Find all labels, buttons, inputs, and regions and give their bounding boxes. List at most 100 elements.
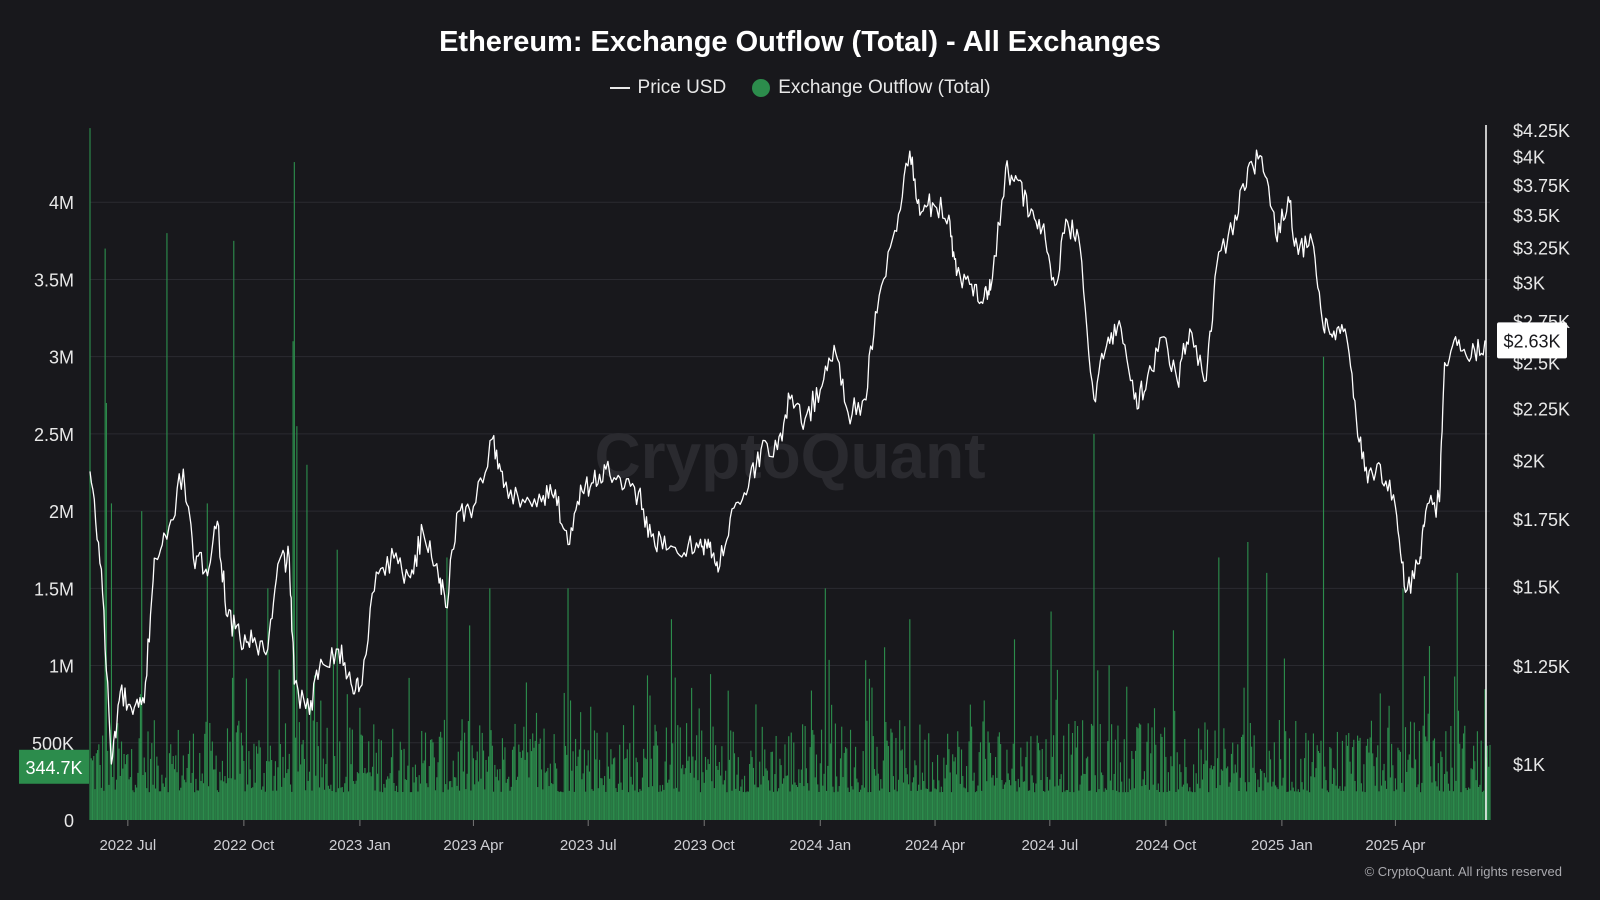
outflow-bar [925, 788, 927, 820]
outflow-bar [1037, 742, 1040, 820]
outflow-bar [120, 741, 123, 820]
outflow-bar [428, 766, 430, 820]
outflow-bar [899, 720, 901, 820]
outflow-bar [868, 678, 871, 820]
outflow-bar [590, 706, 592, 820]
left-axis-tick-label: 2.5M [34, 425, 74, 445]
outflow-bar [767, 780, 770, 820]
outflow-bar [126, 754, 128, 820]
outflow-bar [1213, 766, 1215, 820]
outflow-bar [292, 341, 294, 820]
outflow-bar [621, 789, 623, 820]
outflow-bar [737, 757, 739, 820]
outflow-bar [223, 781, 225, 820]
outflow-bar [779, 758, 781, 820]
outflow-bar [1350, 773, 1352, 820]
outflow-bar [447, 789, 449, 820]
outflow-bar [1297, 789, 1299, 820]
outflow-bar [293, 162, 295, 821]
outflow-bar [834, 723, 836, 820]
outflow-bar [773, 791, 775, 820]
outflow-bar [1085, 758, 1087, 820]
price-last-value-badge [1497, 322, 1567, 359]
outflow-bar [498, 780, 500, 820]
outflow-bar [187, 753, 189, 820]
outflow-bar [1278, 720, 1280, 820]
outflow-bar [670, 619, 673, 820]
outflow-bar [807, 783, 809, 820]
outflow-bar [395, 785, 398, 820]
outflow-bar [388, 778, 390, 820]
x-axis-tick-label: 2024 Jan [789, 837, 851, 854]
right-axis-tick-label: $2.5K [1513, 354, 1560, 374]
outflow-bar [657, 745, 659, 820]
outflow-bar [827, 765, 829, 820]
outflow-bar [1425, 736, 1427, 820]
outflow-bar [735, 788, 737, 820]
outflow-bar [1374, 785, 1376, 820]
legend-item-price[interactable]: Price USD [609, 77, 726, 99]
outflow-bar [1406, 771, 1408, 820]
outflow-bar [706, 769, 708, 820]
outflow-bar [358, 773, 360, 820]
outflow-bar [324, 789, 326, 820]
outflow-bar [1416, 787, 1418, 820]
outflow-bar [269, 745, 271, 820]
x-axis-tick-label: 2025 Apr [1365, 837, 1425, 854]
outflow-bar [683, 774, 685, 820]
outflow-bar [535, 712, 538, 820]
outflow-bar [841, 726, 843, 820]
outflow-bar [930, 791, 932, 820]
outflow-bar [1198, 728, 1200, 820]
outflow-bar [984, 758, 987, 820]
outflow-bar [839, 758, 842, 820]
outflow-bar [423, 760, 425, 820]
outflow-bar [373, 724, 375, 820]
outflow-bar [139, 694, 142, 820]
outflow-bar [1379, 693, 1381, 820]
outflow-bar [260, 789, 263, 820]
outflow-bar [1088, 790, 1090, 820]
outflow-bar [1311, 762, 1313, 820]
outflow-bar [129, 777, 131, 820]
outflow-bar [1145, 784, 1147, 820]
outflow-bar [1066, 790, 1069, 820]
outflow-bar [1129, 789, 1132, 820]
price-line-swatch-icon [609, 87, 630, 89]
outflow-bar [288, 753, 290, 820]
outflow-bar [620, 782, 622, 820]
outflow-bar [1217, 758, 1219, 820]
outflow-bar [1071, 732, 1074, 820]
outflow-bar [400, 749, 403, 820]
outflow-bar [1036, 735, 1038, 820]
outflow-bar [638, 792, 640, 820]
outflow-bar [474, 784, 476, 820]
outflow-bar [162, 783, 164, 820]
outflow-bar [167, 792, 169, 820]
outflow-bar [397, 792, 399, 820]
outflow-bar [856, 778, 858, 820]
outflow-bar [800, 769, 802, 820]
outflow-bar [354, 783, 356, 820]
outflow-bar [1399, 751, 1402, 820]
outflow-bar [493, 791, 495, 820]
outflow-bar [751, 757, 753, 820]
outflow-bar [389, 773, 391, 820]
outflow-bar [1465, 788, 1467, 820]
outflow-bar [1106, 789, 1108, 820]
outflow-bar [1478, 786, 1480, 820]
outflow-bar [1461, 748, 1463, 820]
outflow-bar [1232, 742, 1234, 820]
outflow-bar [1327, 792, 1330, 820]
outflow-bar [340, 787, 342, 820]
outflow-bar [1059, 779, 1061, 820]
outflow-bar [1282, 777, 1284, 820]
outflow-bar [249, 769, 251, 820]
outflow-bar [1127, 792, 1129, 820]
outflow-bar [1272, 781, 1274, 820]
outflow-bar [326, 727, 328, 820]
outflow-bar [1219, 785, 1221, 820]
outflow-bar [760, 784, 762, 820]
outflow-bar [645, 759, 647, 820]
legend-item-outflow[interactable]: Exchange Outflow (Total) [752, 77, 990, 99]
